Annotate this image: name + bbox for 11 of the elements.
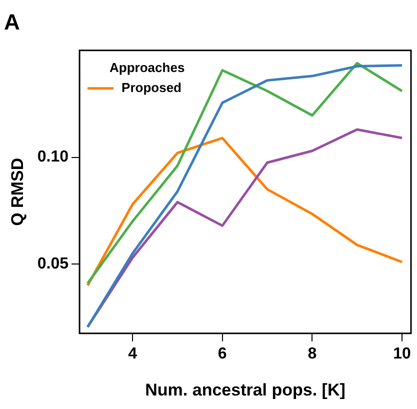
legend-label: Proposed	[122, 80, 182, 95]
x-tick-label: 4	[128, 345, 138, 362]
x-tick-label: 10	[393, 345, 412, 362]
y-tick-label: 0.05	[37, 256, 69, 273]
chart-title: A	[4, 9, 20, 34]
x-tick-label: 8	[308, 345, 317, 362]
x-axis-title: Num. ancestral pops. [K]	[145, 380, 346, 400]
y-axis-title: Q RMSD	[8, 158, 27, 226]
legend-title: Approaches	[110, 60, 185, 75]
y-tick-label: 0.10	[37, 148, 69, 166]
x-tick-label: 6	[218, 345, 227, 362]
